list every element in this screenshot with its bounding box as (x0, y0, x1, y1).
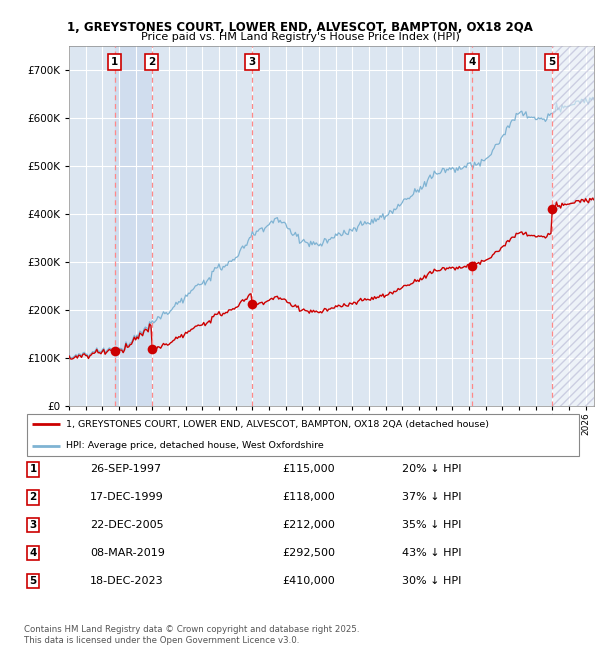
Text: 30% ↓ HPI: 30% ↓ HPI (402, 576, 461, 586)
Text: 22-DEC-2005: 22-DEC-2005 (90, 520, 164, 530)
Text: 1: 1 (29, 464, 37, 474)
Text: Contains HM Land Registry data © Crown copyright and database right 2025.
This d: Contains HM Land Registry data © Crown c… (24, 625, 359, 645)
Text: 4: 4 (469, 57, 476, 67)
Text: £115,000: £115,000 (282, 464, 335, 474)
Text: 2: 2 (148, 57, 155, 67)
Text: 08-MAR-2019: 08-MAR-2019 (90, 548, 165, 558)
Text: HPI: Average price, detached house, West Oxfordshire: HPI: Average price, detached house, West… (66, 441, 324, 450)
Text: 26-SEP-1997: 26-SEP-1997 (90, 464, 161, 474)
Text: 37% ↓ HPI: 37% ↓ HPI (402, 492, 461, 502)
Text: 4: 4 (29, 548, 37, 558)
Text: 2: 2 (29, 492, 37, 502)
Text: 1: 1 (111, 57, 118, 67)
Text: 20% ↓ HPI: 20% ↓ HPI (402, 464, 461, 474)
Text: 5: 5 (548, 57, 555, 67)
Bar (551, 46, 594, 406)
Text: £212,000: £212,000 (282, 520, 335, 530)
Text: 1, GREYSTONES COURT, LOWER END, ALVESCOT, BAMPTON, OX18 2QA (detached house): 1, GREYSTONES COURT, LOWER END, ALVESCOT… (66, 420, 489, 428)
Text: 43% ↓ HPI: 43% ↓ HPI (402, 548, 461, 558)
Bar (115, 46, 152, 406)
Text: £410,000: £410,000 (282, 576, 335, 586)
Text: Price paid vs. HM Land Registry's House Price Index (HPI): Price paid vs. HM Land Registry's House … (140, 32, 460, 42)
Text: £118,000: £118,000 (282, 492, 335, 502)
Text: 35% ↓ HPI: 35% ↓ HPI (402, 520, 461, 530)
Text: 18-DEC-2023: 18-DEC-2023 (90, 576, 164, 586)
Text: 1, GREYSTONES COURT, LOWER END, ALVESCOT, BAMPTON, OX18 2QA: 1, GREYSTONES COURT, LOWER END, ALVESCOT… (67, 21, 533, 34)
Text: £292,500: £292,500 (282, 548, 335, 558)
Text: 3: 3 (29, 520, 37, 530)
Text: 3: 3 (248, 57, 256, 67)
Text: 17-DEC-1999: 17-DEC-1999 (90, 492, 164, 502)
Text: 5: 5 (29, 576, 37, 586)
FancyBboxPatch shape (27, 414, 580, 456)
